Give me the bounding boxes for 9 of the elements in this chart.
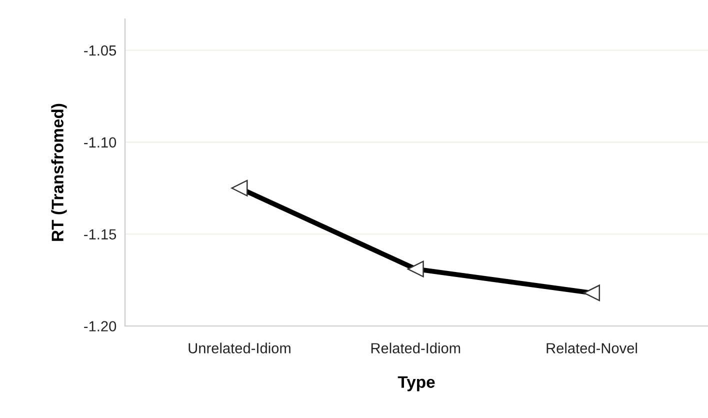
y-axis-title: RT (Transfromed) <box>51 104 67 241</box>
x-axis-title: Type <box>398 376 435 392</box>
y-tick-label: -1.15 <box>84 229 116 240</box>
x-tick-label: Unrelated-Idiom <box>188 342 290 354</box>
x-tick-label: Related-Novel <box>546 342 637 354</box>
y-tick-label: -1.10 <box>84 137 116 148</box>
x-tick-label: Related-Idiom <box>371 342 460 354</box>
y-tick-label: -1.20 <box>84 321 116 332</box>
y-tick-label: -1.05 <box>84 45 116 56</box>
